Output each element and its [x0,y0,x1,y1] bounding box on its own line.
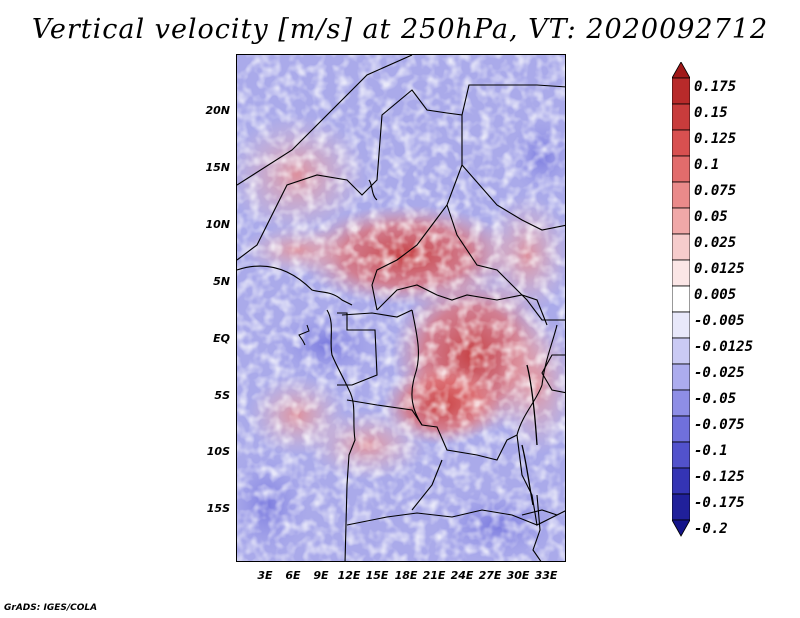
map-plot-area [236,54,566,562]
colorbar-swatch [671,61,691,79]
lon-label: 24E [450,569,474,582]
colorbar-level-label: -0.025 [694,365,745,381]
colorbar-level-label: -0.125 [694,469,745,485]
lat-label: 15S [206,502,230,515]
lat-label: 5N [213,275,230,288]
colorbar-swatch [671,181,691,209]
colorbar-level-label: -0.05 [694,391,737,407]
colorbar-level-label: 0.0125 [694,261,745,277]
colorbar-level-label: 0.1 [694,157,720,173]
lon-label: 12E [337,569,361,582]
colorbar-swatch [671,129,691,157]
colorbar-swatch [671,389,691,417]
colorbar-swatch [671,155,691,183]
colorbar-level-label: -0.075 [694,417,745,433]
lat-label: 20N [205,104,230,117]
colorbar-swatch [671,441,691,469]
colorbar-swatch [671,103,691,131]
lon-label: 6E [285,569,301,582]
colorbar-level-label: 0.15 [694,105,728,121]
colorbar [671,61,691,562]
colorbar-level-label: 0.175 [694,79,737,95]
velocity-field [237,55,565,561]
colorbar-level-label: 0.05 [694,209,728,225]
colorbar-swatch [671,207,691,235]
colorbar-level-label: 0.125 [694,131,737,147]
lat-label: 10S [206,445,230,458]
lat-label: EQ [213,332,230,345]
lon-label: 9E [313,569,329,582]
colorbar-level-label: -0.2 [694,521,728,537]
colorbar-level-label: -0.0125 [694,339,754,355]
colorbar-swatch [671,363,691,391]
colorbar-swatch [671,259,691,287]
colorbar-level-label: -0.1 [694,443,728,459]
colorbar-level-label: 0.075 [694,183,737,199]
lon-label: 18E [394,569,418,582]
colorbar-swatch [671,493,691,521]
colorbar-swatch [671,285,691,313]
lon-label: 30E [506,569,530,582]
lon-label: 27E [478,569,502,582]
colorbar-swatch [671,337,691,365]
country-borders [237,55,565,561]
colorbar-swatch [671,77,691,105]
lon-label: 15E [365,569,389,582]
lon-label: 3E [257,569,273,582]
lat-label: 15N [205,161,230,174]
colorbar-swatch [671,467,691,495]
colorbar-level-label: 0.005 [694,287,737,303]
colorbar-swatch [671,519,691,537]
colorbar-level-label: 0.025 [694,235,737,251]
colorbar-swatch [671,415,691,443]
colorbar-swatch [671,311,691,339]
colorbar-level-label: -0.005 [694,313,745,329]
chart-title: Vertical velocity [m/s] at 250hPa, VT: 2… [31,14,769,45]
lat-label: 5S [214,389,230,402]
lon-label: 21E [422,569,446,582]
colorbar-level-label: -0.175 [694,495,745,511]
lon-label: 33E [534,569,558,582]
colorbar-swatch [671,233,691,261]
grads-credit: GrADS: IGES/COLA [4,603,98,613]
lat-label: 10N [205,218,230,231]
